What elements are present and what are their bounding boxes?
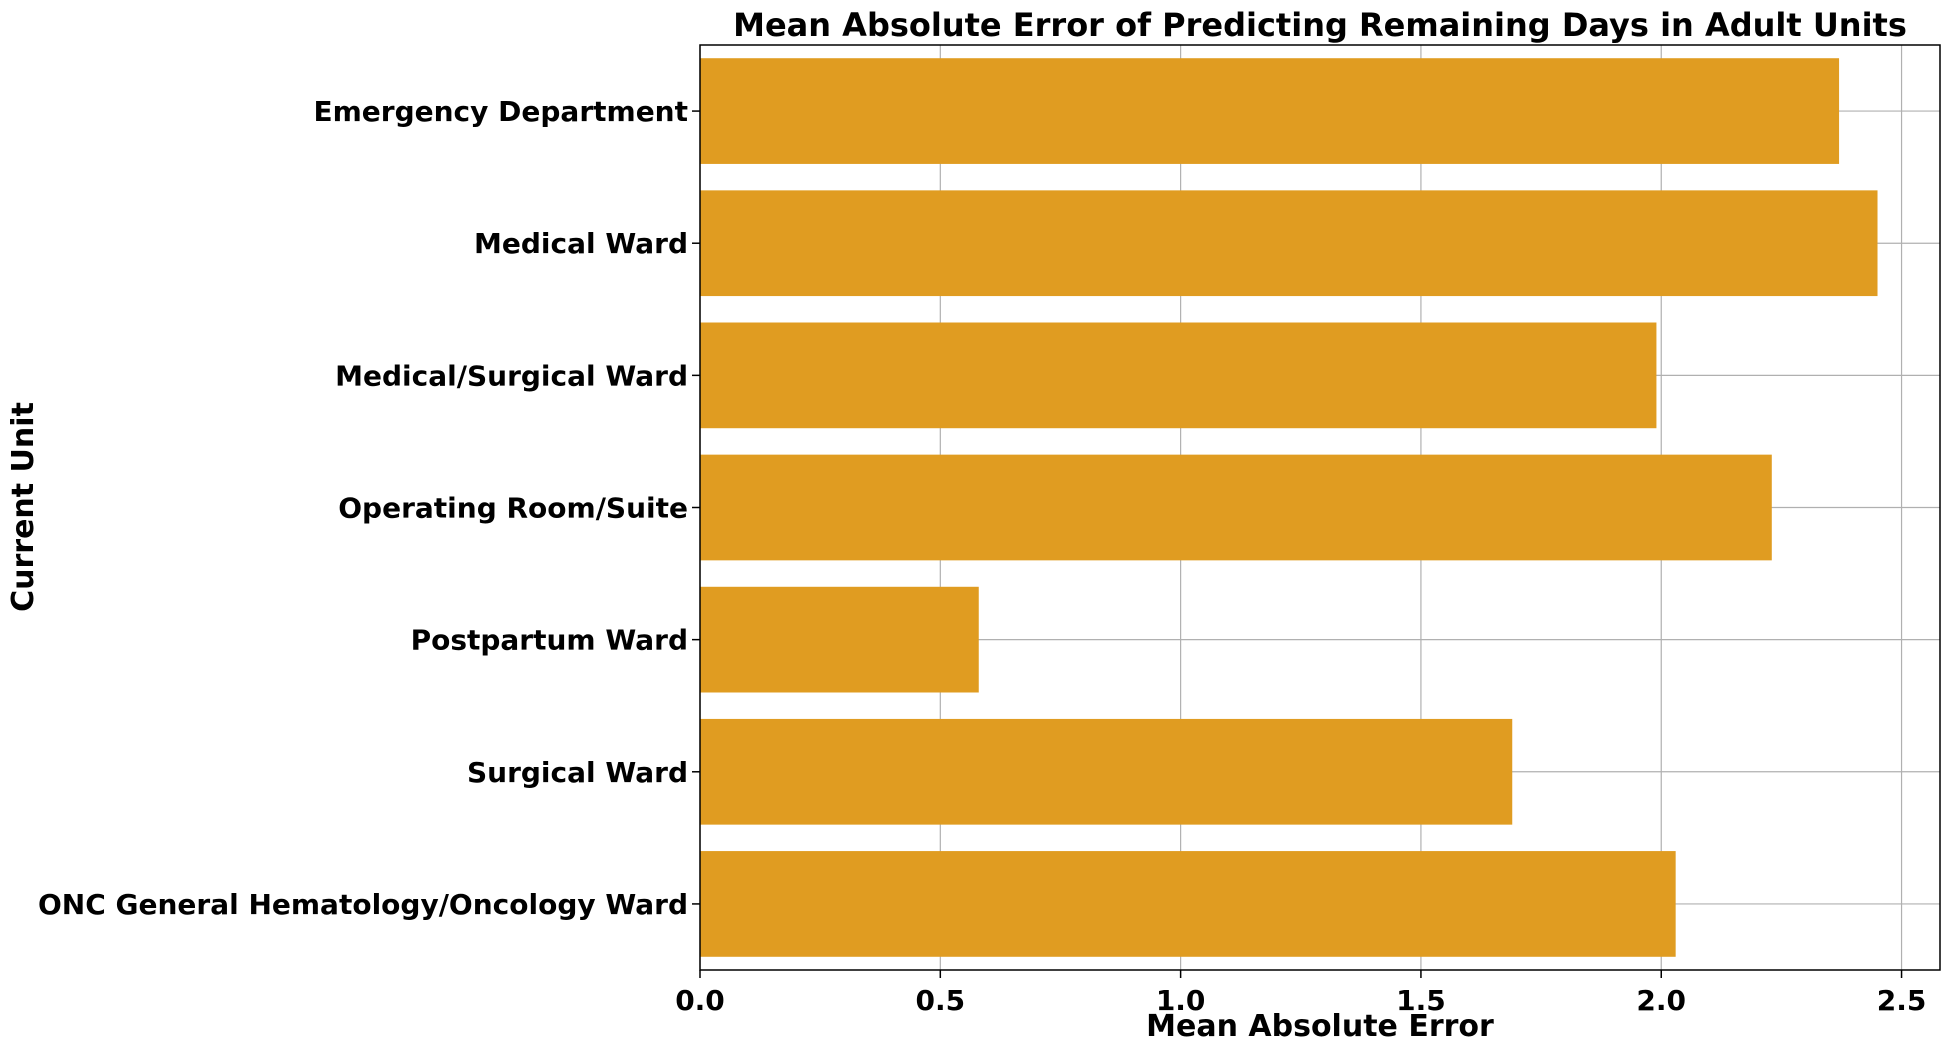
y-tick-label: Surgical Ward bbox=[467, 756, 688, 789]
bar bbox=[700, 58, 1840, 164]
axes bbox=[692, 44, 1941, 978]
bar bbox=[700, 190, 1878, 297]
bar bbox=[700, 851, 1676, 957]
x-tick-label: 1.5 bbox=[1396, 984, 1446, 1017]
bars bbox=[700, 58, 1878, 957]
bar bbox=[700, 454, 1772, 561]
y-tick-label: ONC General Hematology/Oncology Ward bbox=[38, 888, 688, 921]
y-tick-label: Medical Ward bbox=[474, 227, 688, 260]
y-axis-label: Current Unit bbox=[6, 402, 41, 612]
chart-title: Mean Absolute Error of Predicting Remain… bbox=[733, 6, 1907, 44]
tick-labels: 0.0 0.5 1.0 1.5 2.0 2.5 Emergency Department Me… bbox=[38, 95, 1926, 1017]
x-tick-label: 1.0 bbox=[1156, 984, 1206, 1017]
y-tick-label: Postpartum Ward bbox=[411, 624, 688, 657]
y-tick-label: Medical/Surgical Ward bbox=[335, 359, 688, 392]
x-axis-label: Mean Absolute Error bbox=[1146, 1009, 1494, 1044]
y-tick-label: Operating Room/Suite bbox=[338, 492, 688, 525]
bar bbox=[700, 718, 1513, 825]
bar bbox=[700, 322, 1657, 429]
x-tick-label: 0.0 bbox=[675, 984, 725, 1017]
x-tick-label: 0.5 bbox=[916, 984, 966, 1017]
x-tick-label: 2.5 bbox=[1877, 984, 1927, 1017]
x-tick-label: 2.0 bbox=[1636, 984, 1686, 1017]
y-tick-label: Emergency Department bbox=[313, 95, 688, 128]
bar bbox=[700, 586, 979, 693]
